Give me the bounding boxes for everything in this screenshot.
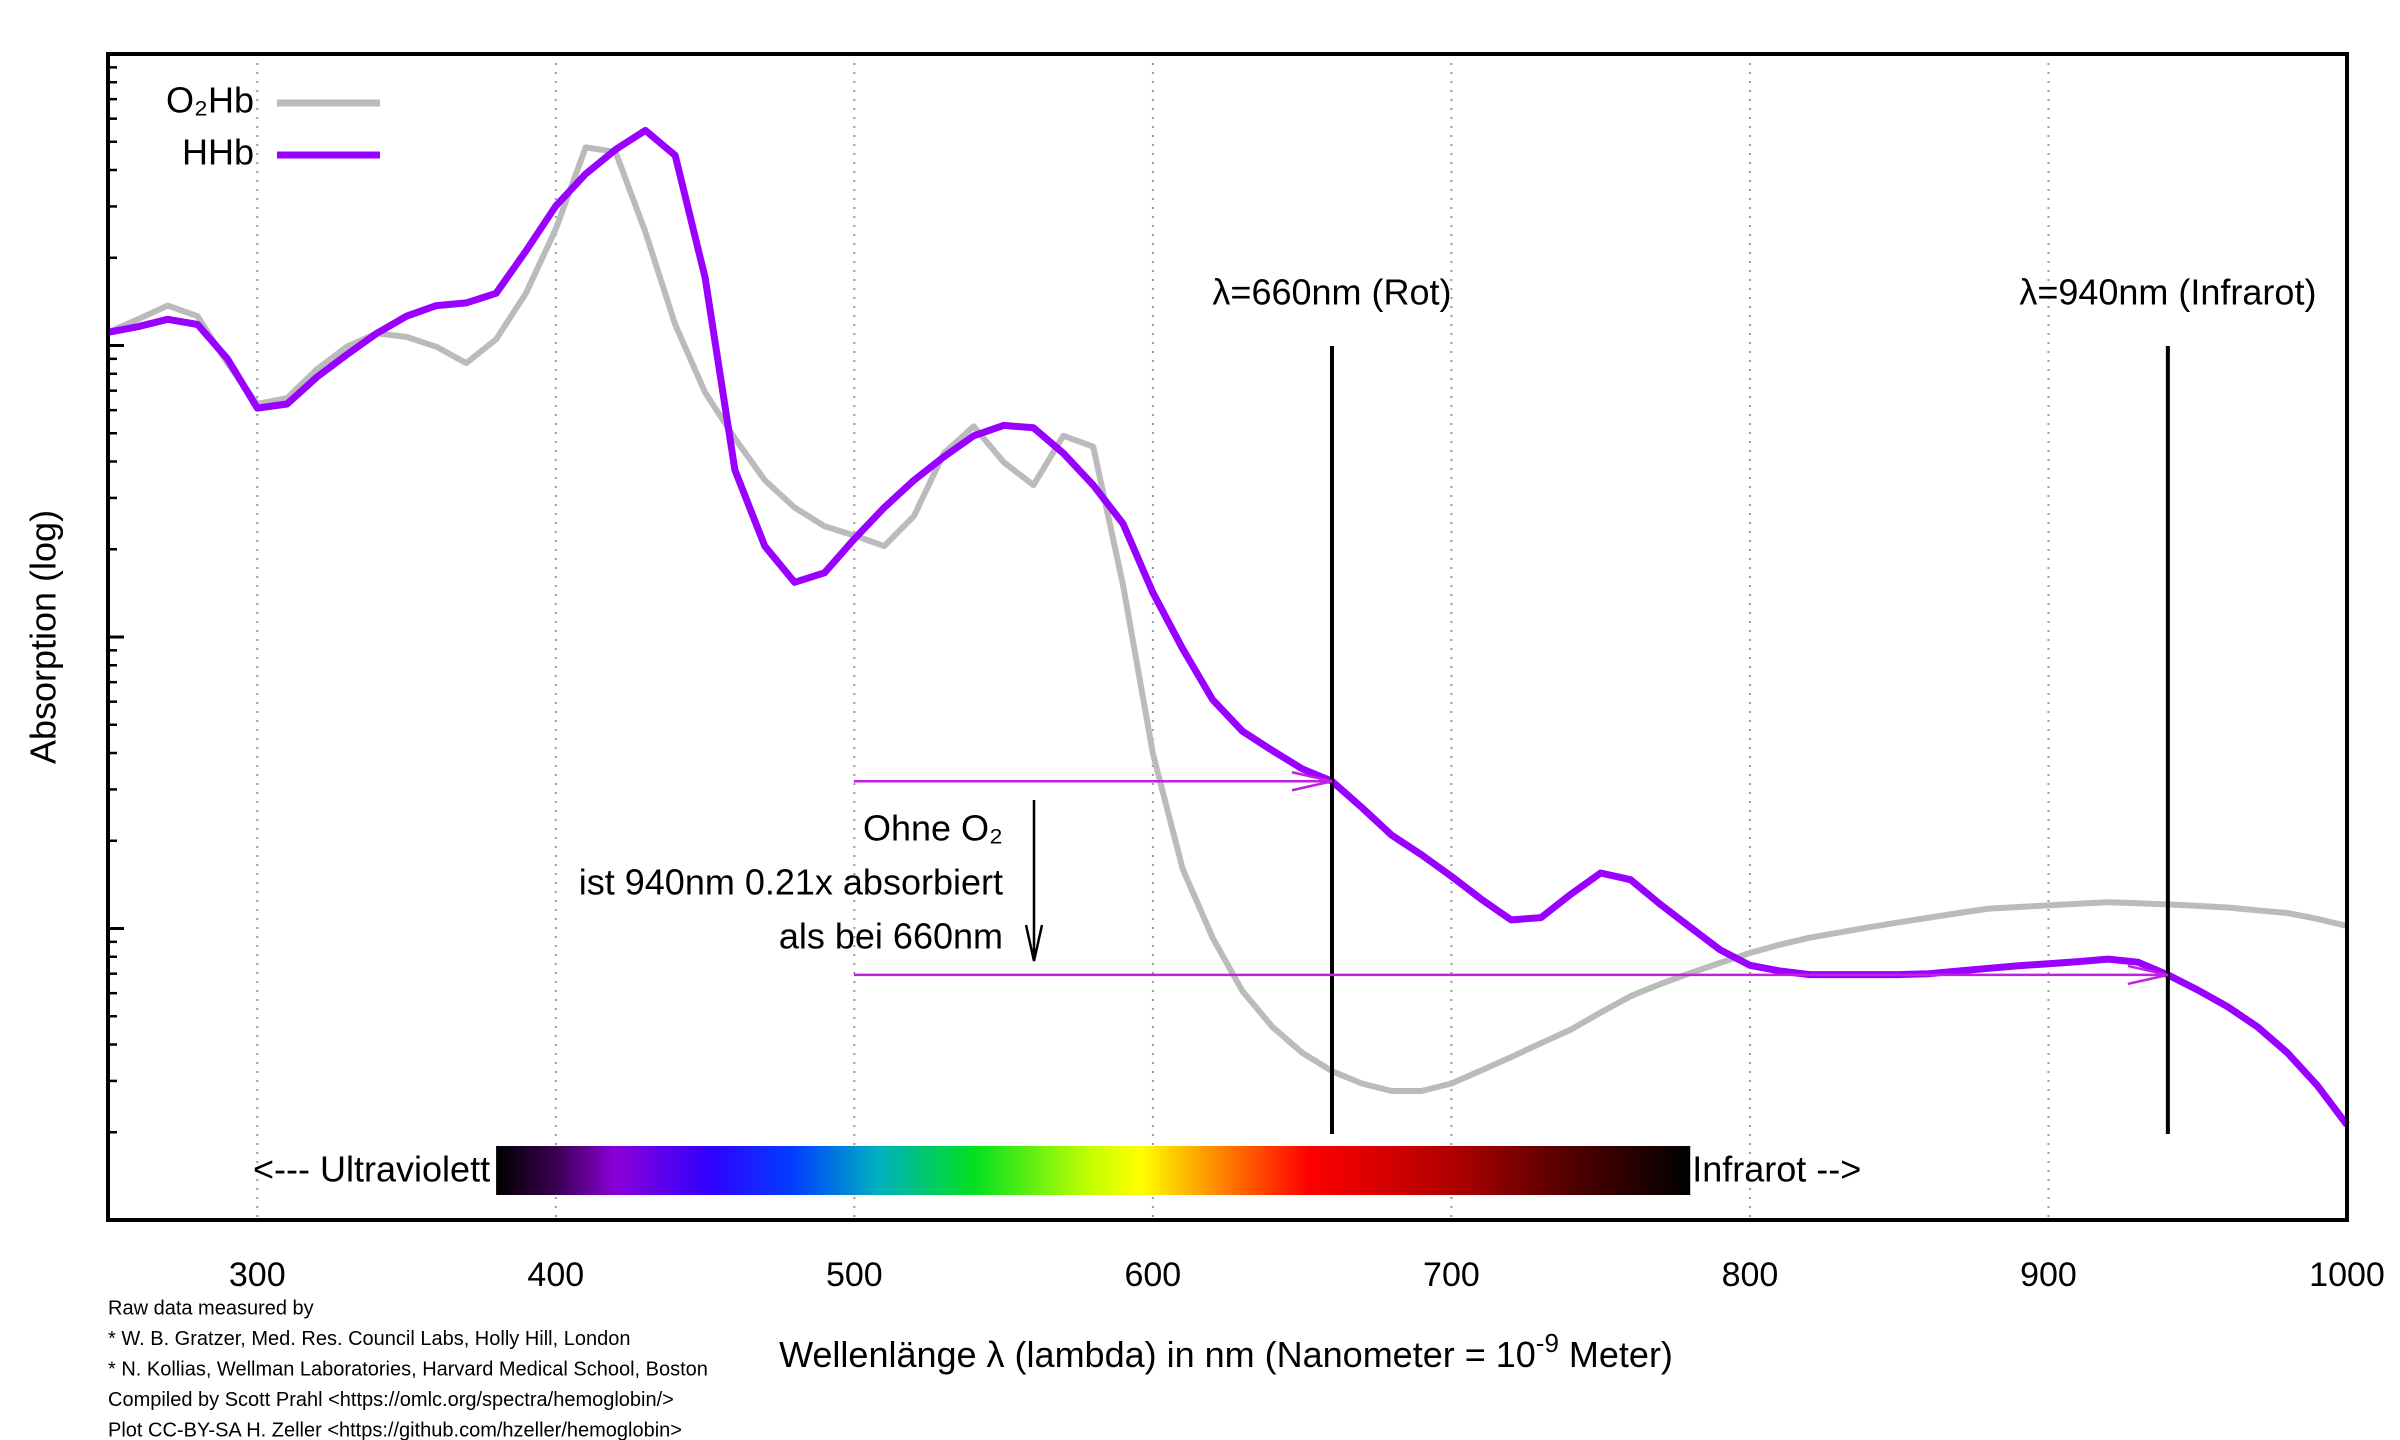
x-tick-label: 500 [826, 1256, 883, 1294]
plot-frame [106, 52, 2349, 1222]
x-axis-label: Wellenlänge λ (lambda) in nm (Nanometer … [779, 1328, 1673, 1375]
legend-label: HHb [182, 132, 254, 173]
marker-label: λ=660nm (Rot) [1212, 272, 1451, 313]
level-arrow [854, 964, 2169, 986]
x-tick-label: 600 [1124, 1256, 1181, 1294]
x-tick-label: 400 [527, 1256, 584, 1294]
level-arrow [854, 771, 1333, 792]
x-tick-label: 1000 [2309, 1256, 2385, 1294]
footnote: Compiled by Scott Prahl <https://omlc.or… [108, 1389, 674, 1411]
series-line [107, 126, 2350, 1128]
x-tick-label: 300 [229, 1256, 286, 1294]
spectrum-right-label: Infrarot --> [1692, 1149, 1861, 1190]
footnote: Plot CC-BY-SA H. Zeller <https://github.… [108, 1419, 682, 1440]
series-line [106, 144, 2348, 1094]
legend-label: O₂Hb [166, 80, 254, 121]
annotation-text: als bei 660nm [779, 916, 1003, 957]
spectrum-left-label: <--- Ultraviolett [253, 1149, 490, 1190]
footnote: * N. Kollias, Wellman Laboratories, Harv… [108, 1358, 708, 1380]
x-axis-label-text: Wellenlänge λ (lambda) in nm (Nanometer … [779, 1334, 1536, 1375]
marker-label: λ=940nm (Infrarot) [2019, 272, 2316, 313]
y-axis-label: Absorption (log) [23, 510, 64, 764]
annotation-text: ist 940nm 0.21x absorbiert [579, 862, 1003, 903]
annotation-text: Ohne O₂ [863, 808, 1003, 849]
footnote: * W. B. Gratzer, Med. Res. Council Labs,… [108, 1328, 630, 1350]
x-tick-label: 900 [2020, 1256, 2077, 1294]
x-axis-label-sup: -9 [1536, 1328, 1559, 1358]
x-axis-label-end: Meter) [1559, 1334, 1673, 1375]
annotation-arrow [1024, 800, 1044, 962]
spectrum-bar [496, 1146, 1691, 1195]
footnote: Raw data measured by [108, 1297, 314, 1319]
x-tick-label: 800 [1722, 1256, 1779, 1294]
x-tick-label: 700 [1423, 1256, 1480, 1294]
